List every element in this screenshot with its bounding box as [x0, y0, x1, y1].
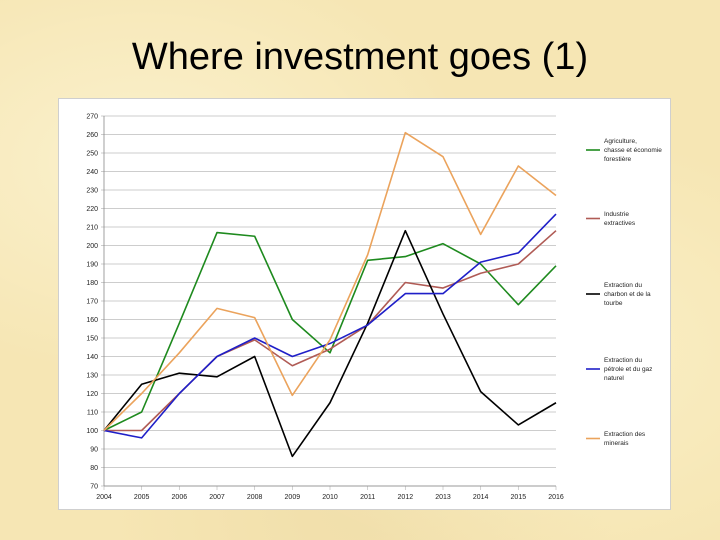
y-tick-label: 270 — [86, 114, 98, 121]
line-chart: 70 80 90 100 110 120 130 140 150 160 170 180 190 200 2… — [86, 114, 662, 502]
x-tick-label: 2012 — [398, 494, 414, 501]
y-tick-label: 150 — [86, 336, 98, 343]
y-tick-label: 140 — [86, 354, 98, 361]
x-tick-label: 2011 — [360, 494, 375, 501]
series-line-3 — [103, 229, 557, 458]
series-line-5 — [103, 131, 557, 432]
x-tick-label: 2005 — [134, 494, 150, 501]
x-tick-label: 2006 — [172, 494, 188, 501]
gridlines — [101, 115, 556, 487]
y-tick-label: 250 — [86, 151, 98, 158]
x-tick-label: 2008 — [247, 494, 263, 501]
legend: Agriculture, chasse et économie forestière… — [586, 138, 662, 447]
legend-label-5: Extraction des minerais — [604, 431, 646, 447]
y-tick-label: 120 — [86, 391, 98, 398]
x-tick-label: 2016 — [548, 494, 564, 501]
x-tick-label: 2010 — [322, 494, 338, 501]
y-tick-label: 200 — [86, 243, 98, 250]
y-tick-label: 100 — [86, 428, 98, 435]
y-tick-label: 70 — [90, 484, 98, 491]
y-tick-label: 170 — [86, 299, 98, 306]
y-tick-label: 110 — [87, 410, 98, 417]
y-tick-label: 220 — [86, 206, 98, 213]
x-tick-label: 2013 — [435, 494, 451, 501]
x-tick-label: 2007 — [209, 494, 225, 501]
y-tick-label: 130 — [86, 373, 98, 380]
y-tick-label: 230 — [86, 188, 98, 195]
x-tick-label: 2009 — [285, 494, 301, 501]
y-tick-label: 90 — [90, 447, 98, 454]
y-tick-label: 80 — [90, 465, 98, 472]
legend-label-2: Industrie extractives — [604, 211, 636, 227]
x-tick-label: 2014 — [473, 494, 489, 501]
y-tick-label: 160 — [86, 317, 98, 324]
series-lines — [103, 131, 557, 458]
series-line-4 — [103, 213, 557, 439]
chart-area: 70 80 90 100 110 120 130 140 150 160 170 180 190 200 2… — [58, 98, 671, 510]
y-tick-label: 260 — [86, 132, 98, 139]
slide-title: Where investment goes (1) — [131, 36, 589, 78]
legend-label-3: Extraction du charbon et de la tourbe — [604, 282, 651, 307]
legend-label-4: Extraction du pétrole et du gaz naturel — [604, 357, 652, 382]
x-tick-label: 2015 — [511, 494, 527, 501]
legend-label-1: Agriculture, chasse et économie forestière — [604, 138, 662, 163]
y-tick-label: 190 — [86, 262, 98, 269]
y-tick-label: 240 — [86, 169, 98, 176]
axes: 70 80 90 100 110 120 130 140 150 160 170 180 190 200 2… — [86, 114, 564, 502]
x-tick-label: 2004 — [96, 494, 112, 501]
y-tick-label: 210 — [86, 225, 98, 232]
series-line-1 — [103, 231, 557, 432]
y-tick-label: 180 — [86, 280, 98, 287]
